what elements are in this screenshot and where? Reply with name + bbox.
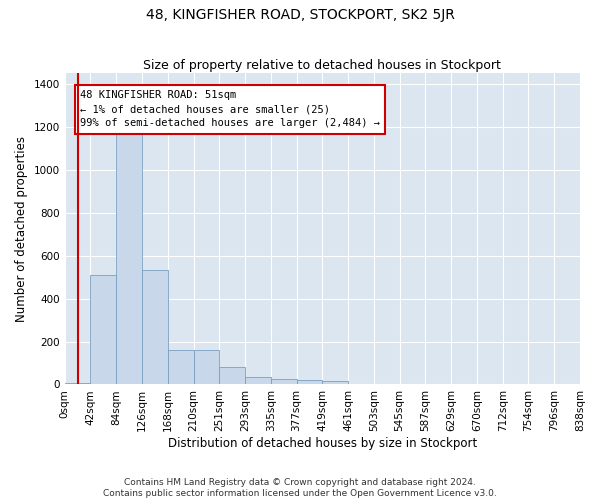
Bar bbox=[91, 275, 116, 384]
Bar bbox=[271, 379, 296, 384]
Bar bbox=[219, 368, 245, 384]
Text: 48, KINGFISHER ROAD, STOCKPORT, SK2 5JR: 48, KINGFISHER ROAD, STOCKPORT, SK2 5JR bbox=[146, 8, 454, 22]
Title: Size of property relative to detached houses in Stockport: Size of property relative to detached ho… bbox=[143, 59, 501, 72]
Bar bbox=[168, 350, 193, 384]
Bar bbox=[245, 377, 271, 384]
Bar bbox=[116, 134, 142, 384]
Bar bbox=[142, 270, 168, 384]
Bar bbox=[322, 381, 348, 384]
Bar bbox=[296, 380, 322, 384]
X-axis label: Distribution of detached houses by size in Stockport: Distribution of detached houses by size … bbox=[168, 437, 477, 450]
Text: 48 KINGFISHER ROAD: 51sqm
← 1% of detached houses are smaller (25)
99% of semi-d: 48 KINGFISHER ROAD: 51sqm ← 1% of detach… bbox=[80, 90, 380, 128]
Y-axis label: Number of detached properties: Number of detached properties bbox=[15, 136, 28, 322]
Bar bbox=[193, 350, 219, 384]
Text: Contains HM Land Registry data © Crown copyright and database right 2024.
Contai: Contains HM Land Registry data © Crown c… bbox=[103, 478, 497, 498]
